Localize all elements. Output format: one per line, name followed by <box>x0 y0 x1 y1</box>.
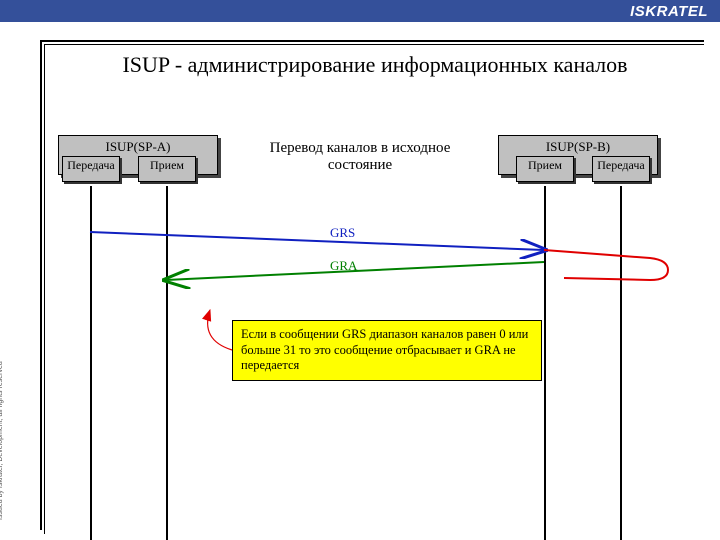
logo: ISKRATEL <box>630 3 708 20</box>
page-title: ISUP - администрирование информационных … <box>60 52 690 78</box>
node-b-label: ISUP(SP-B) <box>499 136 657 155</box>
node-b-rx: Прием <box>516 156 574 182</box>
node-a-rx-label: Прием <box>150 158 184 172</box>
node-b-tx: Передача <box>592 156 650 182</box>
lifeline-b-tx <box>620 186 622 540</box>
top-bar: ISKRATEL <box>0 0 720 22</box>
node-a-rx: Прием <box>138 156 196 182</box>
lifeline-a-tx <box>90 186 92 540</box>
node-a-tx: Передача <box>62 156 120 182</box>
lifeline-b-rx <box>544 186 546 540</box>
content-frame-inner <box>44 44 704 534</box>
note: Если в сообщении GRS диапазон каналов ра… <box>232 320 542 381</box>
copyright: Issued by Iskratel, Development; all rig… <box>0 361 4 520</box>
node-b-tx-label: Передача <box>597 158 644 172</box>
grs-label: GRS <box>330 225 355 241</box>
node-a-label: ISUP(SP-A) <box>59 136 217 155</box>
subtitle: Перевод каналов в исходное состояние <box>260 140 460 174</box>
node-b-rx-label: Прием <box>528 158 562 172</box>
lifeline-a-rx <box>166 186 168 540</box>
node-a-tx-label: Передача <box>67 158 114 172</box>
gra-label: GRA <box>330 258 357 274</box>
